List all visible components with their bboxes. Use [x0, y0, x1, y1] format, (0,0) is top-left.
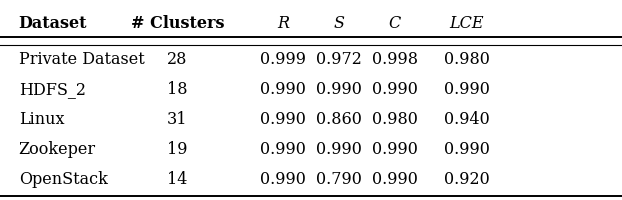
Text: OpenStack: OpenStack [19, 171, 108, 188]
Text: 0.990: 0.990 [372, 81, 418, 98]
Text: 0.990: 0.990 [443, 142, 490, 158]
Text: Linux: Linux [19, 112, 64, 129]
Text: 0.790: 0.790 [316, 171, 362, 188]
Text: Dataset: Dataset [19, 16, 87, 32]
Text: S: S [333, 16, 345, 32]
Text: 0.990: 0.990 [260, 81, 306, 98]
Text: 19: 19 [167, 142, 187, 158]
Text: Private Dataset: Private Dataset [19, 51, 144, 68]
Text: 0.972: 0.972 [316, 51, 362, 68]
Text: 0.990: 0.990 [260, 142, 306, 158]
Text: 0.990: 0.990 [260, 171, 306, 188]
Text: 0.860: 0.860 [316, 112, 362, 129]
Text: 0.998: 0.998 [372, 51, 418, 68]
Text: C: C [389, 16, 401, 32]
Text: 0.920: 0.920 [443, 171, 490, 188]
Text: 18: 18 [167, 81, 187, 98]
Text: 0.940: 0.940 [443, 112, 490, 129]
Text: LCE: LCE [449, 16, 484, 32]
Text: 0.990: 0.990 [372, 171, 418, 188]
Text: 0.999: 0.999 [260, 51, 306, 68]
Text: 0.990: 0.990 [260, 112, 306, 129]
Text: 31: 31 [167, 112, 187, 129]
Text: 0.990: 0.990 [316, 81, 362, 98]
Text: HDFS_2: HDFS_2 [19, 81, 86, 98]
Text: 0.990: 0.990 [316, 142, 362, 158]
Text: 0.990: 0.990 [443, 81, 490, 98]
Text: 14: 14 [167, 171, 187, 188]
Text: # Clusters: # Clusters [131, 16, 224, 32]
Text: R: R [277, 16, 289, 32]
Text: 0.980: 0.980 [443, 51, 490, 68]
Text: Zookeper: Zookeper [19, 142, 96, 158]
Text: 0.980: 0.980 [372, 112, 418, 129]
Text: 28: 28 [167, 51, 187, 68]
Text: 0.990: 0.990 [372, 142, 418, 158]
